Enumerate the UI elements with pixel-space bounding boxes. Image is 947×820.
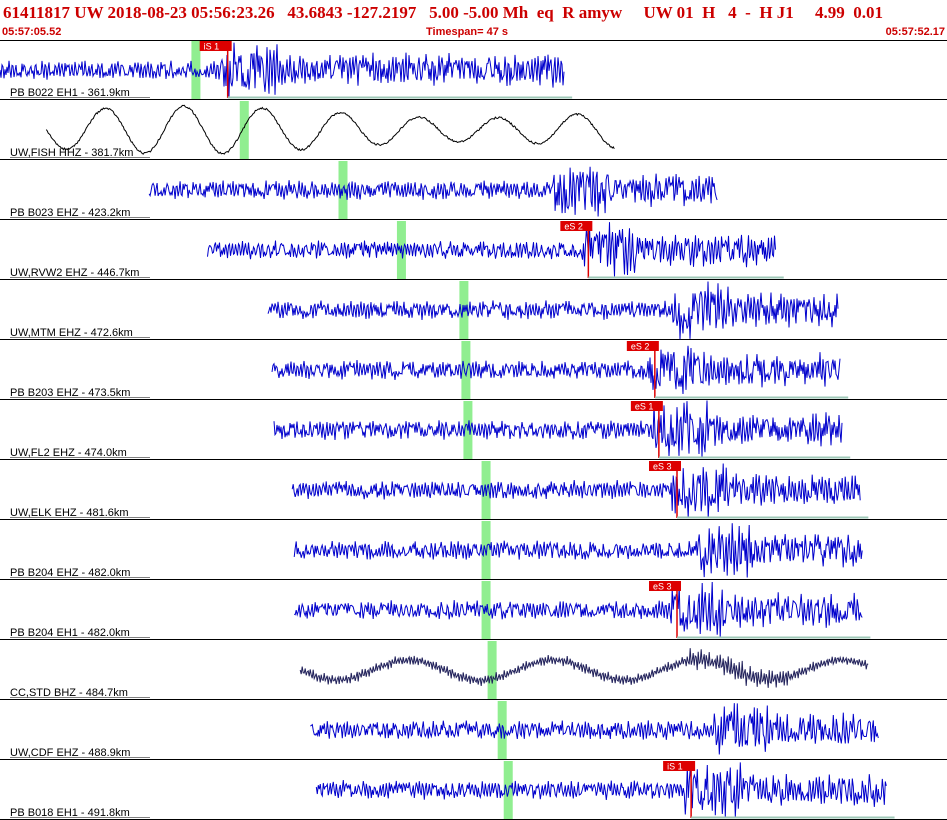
waveform-trace	[148, 166, 718, 217]
pick-label: eS 3	[653, 582, 672, 592]
waveform-trace	[291, 463, 861, 519]
pick-label: eS 3	[653, 462, 672, 472]
station-label: PB B018 EH1 - 491.8km	[10, 807, 130, 819]
waveform-trace	[315, 762, 887, 818]
waveform-trace	[299, 648, 869, 688]
pick-flag[interactable]	[626, 341, 659, 351]
pick-flag[interactable]	[649, 581, 682, 591]
station-label: UW,ELK EHZ - 481.6km	[10, 507, 129, 519]
header-bar: 61411817 UW 2018-08-23 05:56:23.26 43.68…	[0, 0, 947, 40]
waveform-trace	[267, 281, 839, 340]
arrival-marker	[487, 641, 497, 699]
station-label: UW,CDF EHZ - 488.9km	[10, 747, 130, 759]
pick-flag[interactable]	[649, 461, 682, 471]
station-label: PB B203 EHZ - 473.5km	[10, 387, 130, 399]
arrival-marker	[191, 41, 201, 99]
trace-row[interactable]: UW,FISH HHZ - 381.7km	[0, 101, 947, 160]
trace-row[interactable]: UW,ELK EHZ - 481.6km eS 3	[0, 461, 947, 520]
trace-row[interactable]: UW,FL2 EHZ - 474.0km eS 1	[0, 400, 947, 460]
trace-row[interactable]: PB B204 EHZ - 482.0km	[0, 521, 947, 580]
pick-label: eS 2	[631, 342, 650, 352]
pick-flag[interactable]	[630, 401, 663, 411]
station-label: PB B204 EH1 - 482.0km	[10, 627, 130, 639]
trace-row[interactable]: CC,STD BHZ - 484.7km	[0, 641, 947, 700]
waveform-trace	[273, 400, 843, 458]
station-label: PB B022 EH1 - 361.9km	[10, 87, 130, 99]
trace-row[interactable]: PB B023 EHZ - 423.2km	[0, 161, 947, 220]
waveform-trace	[207, 222, 776, 277]
station-label: UW,MTM EHZ - 472.6km	[10, 327, 133, 339]
trace-row[interactable]: PB B018 EH1 - 491.8km iS 1	[0, 761, 947, 820]
trace-row[interactable]: UW,CDF EHZ - 488.9km	[0, 701, 947, 760]
waveform-trace	[271, 345, 841, 395]
waveform-trace	[293, 581, 863, 638]
timespan-label: Timespan= 47 s	[426, 26, 509, 38]
waveform-trace	[293, 523, 863, 578]
arrival-marker	[481, 521, 491, 579]
arrival-marker	[461, 341, 471, 399]
arrival-marker	[239, 101, 249, 159]
station-label: PB B204 EHZ - 482.0km	[10, 567, 130, 579]
station-label: UW,FISH HHZ - 381.7km	[10, 147, 133, 159]
start-time-label: 05:57:05.52	[2, 26, 62, 38]
trace-row[interactable]: PB B204 EH1 - 482.0km eS 3	[0, 581, 947, 640]
waveform-trace	[310, 703, 879, 755]
pick-label: eS 2	[564, 222, 583, 232]
pick-label: iS 1	[667, 762, 683, 772]
event-title: 61411817 UW 2018-08-23 05:56:23.26 43.68…	[3, 3, 884, 22]
pick-flag[interactable]	[663, 761, 696, 771]
pick-flag[interactable]	[560, 221, 593, 231]
pick-label: iS 1	[204, 42, 220, 52]
station-label: CC,STD BHZ - 484.7km	[10, 687, 128, 699]
trace-row[interactable]: UW,MTM EHZ - 472.6km	[0, 281, 947, 340]
seismogram-panel[interactable]: PB B022 EH1 - 361.9km iS 1 UW,FISH HHZ - 3…	[0, 40, 947, 820]
trace-row[interactable]: UW,RVW2 EHZ - 446.7km eS 2	[0, 221, 947, 280]
station-label: UW,FL2 EHZ - 474.0km	[10, 447, 127, 459]
station-label: PB B023 EHZ - 423.2km	[10, 207, 130, 219]
trace-row[interactable]: PB B022 EH1 - 361.9km iS 1	[0, 41, 947, 100]
pick-label: eS 1	[635, 402, 654, 412]
waveform-trace	[45, 104, 615, 155]
end-time-label: 05:57:52.17	[885, 26, 945, 38]
station-label: UW,RVW2 EHZ - 446.7km	[10, 267, 139, 279]
waveform-trace	[0, 42, 565, 97]
trace-row[interactable]: PB B203 EHZ - 473.5km eS 2	[0, 341, 947, 400]
pick-flag[interactable]	[199, 41, 232, 51]
